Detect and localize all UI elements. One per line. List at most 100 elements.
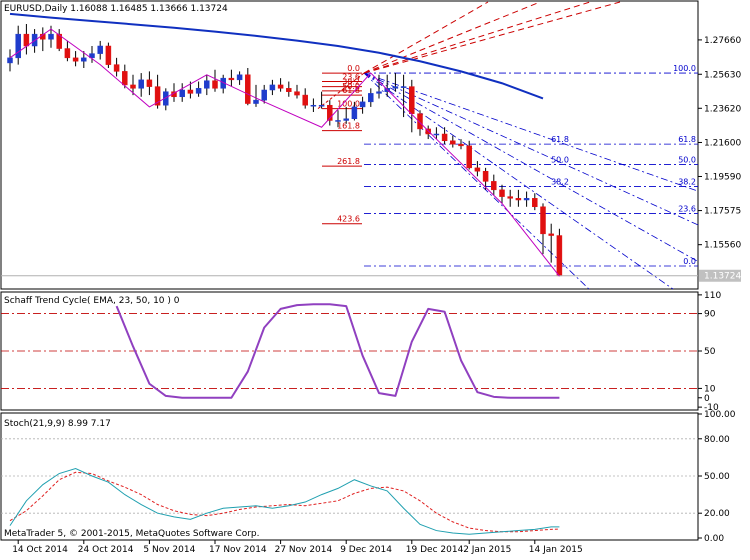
fan-level-label-right: 23.6	[678, 205, 696, 214]
moving-average-line	[9, 12, 544, 100]
fan-ray	[363, 72, 698, 192]
candle	[228, 69, 235, 87]
candle	[245, 68, 251, 106]
candle-body	[392, 86, 399, 89]
candle	[204, 74, 210, 96]
candle-body	[64, 48, 71, 59]
candle-body	[507, 196, 513, 199]
candle-body	[294, 91, 300, 96]
candle-body	[179, 89, 185, 98]
stoch-axis: 100.00 80.00 50.00 20.00 0.00	[698, 410, 736, 544]
candle	[105, 42, 112, 68]
stoch-lines	[9, 468, 560, 535]
candle	[507, 189, 513, 207]
candle-body	[122, 71, 128, 86]
candle-body	[310, 104, 317, 107]
time-axis: 14 Oct 2014 24 Oct 2014 5 Nov 2014 17 Nov 2…	[12, 540, 583, 555]
fib-ray	[363, 1, 489, 74]
candle	[392, 73, 399, 92]
fan-level: 61.8	[363, 72, 698, 192]
stc-path	[115, 303, 560, 399]
candle	[515, 189, 522, 207]
candle	[294, 84, 300, 99]
candle-body	[318, 104, 325, 107]
stoch-tick-label: 20.00	[704, 509, 730, 519]
candle	[433, 127, 440, 140]
candle-body	[327, 104, 333, 121]
fib-ray	[363, 1, 541, 74]
fib-level: 261.8	[322, 157, 362, 167]
stoch-tick-label: 80.00	[704, 435, 730, 445]
candle-body	[400, 86, 407, 88]
candle	[7, 49, 13, 72]
price-tag-bg	[699, 269, 741, 282]
candle	[253, 84, 259, 107]
fan-level-label-inner: 50.0	[551, 155, 569, 164]
stoch-signal-path	[9, 471, 560, 533]
candle	[64, 40, 71, 62]
candle	[122, 64, 128, 89]
candle	[212, 69, 218, 92]
candle	[548, 223, 554, 263]
candle	[163, 88, 169, 111]
candle-body	[417, 113, 423, 130]
candle-body	[228, 77, 235, 81]
fan-level-label-right: 0.0	[683, 257, 696, 266]
fan-level-label-right: 50.0	[678, 155, 696, 164]
stoch-title: Stoch(21,9,9) 8.99 7.17	[4, 419, 111, 429]
stc-tick-label: 50	[704, 347, 716, 357]
candle-body	[163, 91, 169, 106]
fib-ray	[363, 1, 591, 74]
candle-body	[556, 235, 563, 277]
candle-body	[302, 94, 308, 106]
time-tick-label: 9 Dec 2014	[340, 545, 392, 555]
candle	[130, 74, 136, 96]
candle	[40, 27, 46, 52]
fib-level: 423.6	[322, 215, 362, 225]
fib-level-label: 161.8	[337, 122, 360, 131]
candle	[179, 83, 185, 102]
candle-body	[458, 143, 464, 147]
candle-body	[204, 80, 210, 89]
fib-level-label: 61.8	[342, 86, 360, 95]
candle	[15, 25, 21, 65]
candle	[532, 193, 538, 211]
candle-body	[540, 206, 546, 235]
candle-body	[335, 120, 341, 122]
candle	[72, 51, 79, 67]
candle	[400, 74, 407, 118]
candle	[376, 74, 382, 99]
stoch-main-path	[9, 468, 560, 535]
stc-tick-label: -10	[704, 403, 719, 413]
candle-body	[138, 79, 144, 89]
candle-body	[97, 45, 103, 54]
stoch-tick-label: 100.00	[704, 410, 736, 420]
time-tick-label: 17 Nov 2014	[209, 545, 267, 555]
candle	[138, 73, 144, 97]
stc-axis: 110 90 50 100-10	[698, 291, 721, 413]
candle	[482, 167, 489, 190]
price-tick-label: 1.21600	[704, 138, 741, 148]
candle	[97, 40, 103, 60]
candle-body	[286, 88, 292, 92]
fib-level-label: 50.0	[342, 82, 360, 91]
candle	[450, 135, 456, 148]
candle	[466, 140, 472, 170]
current-price-tag: 1.13724	[699, 269, 741, 282]
fan-level-label-inner: 61.8	[551, 135, 569, 144]
fib-level: 161.8	[322, 122, 362, 132]
candle-body	[523, 198, 530, 201]
candle-body	[277, 84, 284, 89]
fan-ray	[363, 72, 698, 226]
candle	[81, 51, 87, 68]
candle-body	[343, 118, 349, 121]
fib-level-label: 100.0	[337, 100, 360, 109]
candle-body	[474, 167, 481, 172]
candle-body	[48, 33, 54, 40]
candle-body	[212, 80, 218, 89]
stc-tick-label: 10	[704, 384, 716, 394]
candle-body	[187, 89, 194, 94]
candle	[154, 74, 161, 109]
candle	[523, 191, 530, 207]
